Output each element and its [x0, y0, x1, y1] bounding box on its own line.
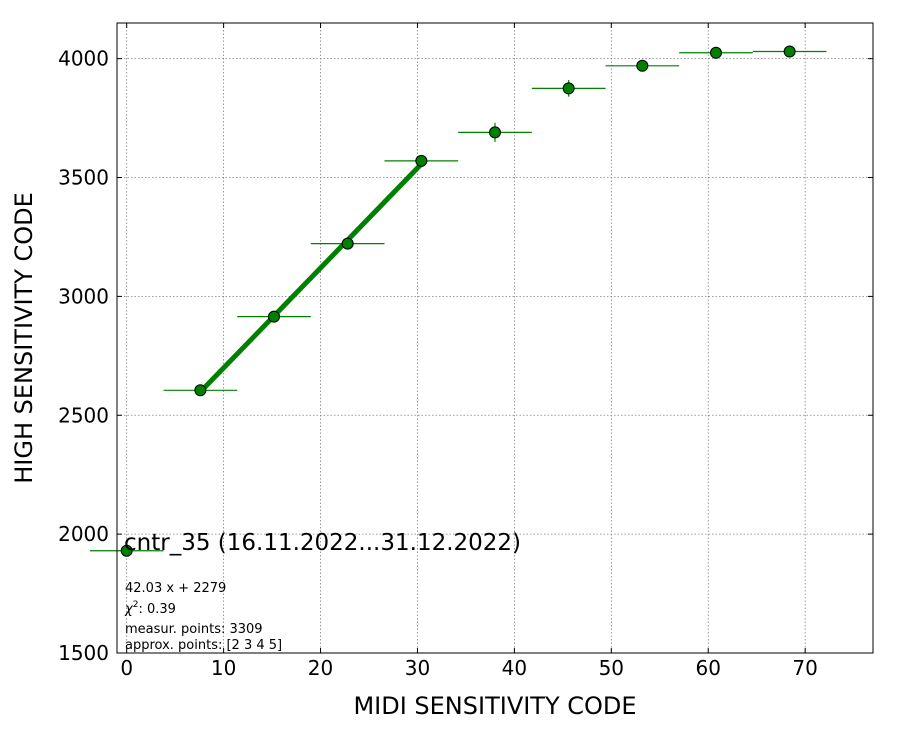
fit-line-group — [198, 162, 424, 394]
data-point — [194, 384, 207, 397]
y-tick-label: 2000 — [58, 522, 109, 546]
approx-points: approx. points: [2 3 4 5] — [125, 638, 282, 653]
data-point — [783, 45, 796, 58]
x-tick-label: 30 — [405, 656, 430, 680]
chi-superscript: 2 — [133, 600, 139, 610]
chi-square: χ2: 0.39 — [124, 600, 176, 617]
x-tick-label: 50 — [599, 656, 624, 680]
data-point — [636, 59, 649, 72]
data-points — [120, 45, 796, 557]
y-axis-label: HIGH SENSITIVITY CODE — [10, 192, 38, 484]
chi-value: : 0.39 — [138, 602, 175, 617]
y-tick-label: 4000 — [58, 47, 109, 71]
y-tick-label: 1500 — [58, 641, 109, 665]
y-tick-label: 3000 — [58, 284, 109, 308]
plot-frame — [116, 22, 874, 654]
x-tick-label: 40 — [502, 656, 527, 680]
chi-symbol: χ — [124, 602, 134, 617]
data-point — [709, 46, 722, 59]
data-point — [268, 310, 281, 323]
data-point — [120, 544, 133, 557]
x-tick-label: 60 — [696, 656, 721, 680]
y-tick-label: 2500 — [58, 403, 109, 427]
measur-points: measur. points: 3309 — [125, 622, 263, 637]
fit-line — [198, 162, 424, 394]
x-tick-label: 10 — [211, 656, 236, 680]
x-axis-label: MIDI SENSITIVITY CODE — [353, 692, 636, 720]
x-tick-label: 70 — [792, 656, 817, 680]
x-tick-label: 20 — [308, 656, 333, 680]
data-point — [341, 237, 354, 250]
data-point — [489, 126, 501, 139]
data-point — [562, 82, 575, 95]
x-tick-label: 0 — [120, 656, 133, 680]
chart-title: cntr_35 (16.11.2022...31.12.2022) — [124, 530, 521, 556]
axis-ticks: 0 10 20 30 40 50 60 70 1500 2000 2500 3000 3500 4000 — [58, 23, 873, 680]
data-point — [415, 154, 428, 167]
error-bars — [89, 49, 827, 552]
fit-equation: 42.03 x + 2279 — [125, 581, 226, 596]
grid — [117, 23, 873, 654]
y-tick-label: 3500 — [58, 166, 109, 190]
